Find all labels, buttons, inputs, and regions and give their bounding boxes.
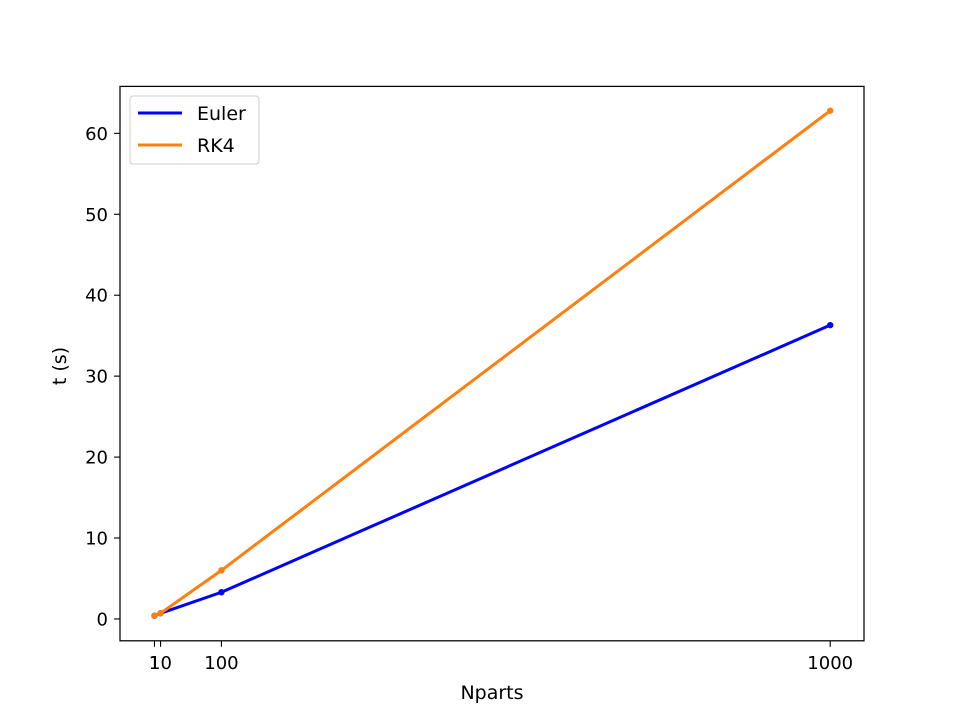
y-tick-label: 40 [85,286,108,307]
series-layer [151,107,834,619]
y-tick-label: 30 [85,367,108,388]
legend-euler-label: Euler [197,103,246,125]
x-tick-label: 10 [149,653,172,674]
x-tick-label: 100 [204,653,238,674]
x-axis-label: Nparts [460,682,523,704]
rk4-data-point [827,107,834,114]
x-tick-label: 1000 [807,653,853,674]
legend-rk4-label: RK4 [197,135,235,157]
y-tick-label: 50 [85,205,108,226]
legend: Euler RK4 [129,95,260,165]
rk4-data-point [151,612,158,619]
rk4-data-point [157,610,164,617]
plot-frame [119,85,865,642]
y-tick-label: 60 [85,124,108,145]
x-tick-label: 1 [149,653,160,674]
euler-data-point [218,589,225,596]
rk4-data-point [218,567,225,574]
y-axis-label: t (s) [49,347,71,385]
euler-data-point [827,321,834,329]
y-tick-label: 20 [85,448,108,469]
y-tick-label: 10 [85,529,108,550]
rk4-series-line [152,108,833,618]
y-tick-label: 0 [97,609,108,630]
